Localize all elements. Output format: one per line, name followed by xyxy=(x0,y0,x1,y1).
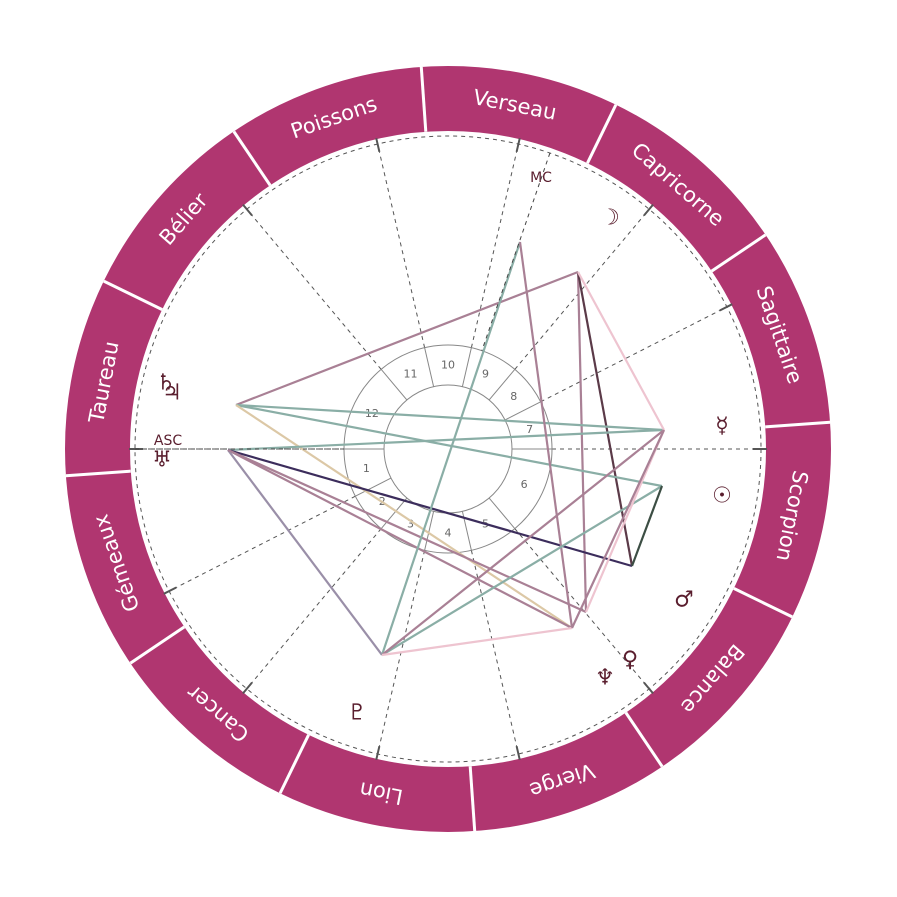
uranus-icon: ♅ xyxy=(152,448,172,473)
aspect-line xyxy=(235,404,573,629)
cusp-tick xyxy=(643,203,654,216)
cusp-tick xyxy=(643,682,654,695)
cusp-tick xyxy=(515,745,521,761)
house-cusp xyxy=(470,143,519,348)
cusp-tick xyxy=(515,137,521,153)
house-number: 4 xyxy=(445,527,452,540)
sign-divider xyxy=(586,104,618,164)
neptune-icon: ♆ xyxy=(595,666,615,691)
house-cusp xyxy=(377,143,426,348)
mercury-icon: ☿ xyxy=(715,414,729,439)
house-divider xyxy=(424,347,435,387)
sign-divider xyxy=(710,233,767,273)
sign-divider xyxy=(419,66,428,132)
house-cusp xyxy=(470,550,519,755)
aspect-line xyxy=(381,626,573,657)
cusp-tick xyxy=(242,203,253,216)
chart-axes: ASCMC xyxy=(135,152,552,450)
aspect-line xyxy=(235,403,663,488)
aspect-line xyxy=(380,241,522,656)
sign-divider xyxy=(103,279,163,311)
aspect-line xyxy=(381,429,665,656)
planet-glyphs: ☽ ☿ ☉ ♂ ♀ ♆ ♇ ♅ ♃♄ xyxy=(152,206,732,726)
ascendant-label: ASC xyxy=(154,433,182,449)
sign-divider xyxy=(733,587,793,619)
cusp-tick xyxy=(375,137,381,153)
house-number: 7 xyxy=(526,423,533,436)
venus-icon: ♀ xyxy=(622,648,638,673)
sun-icon: ☉ xyxy=(712,484,732,509)
cusp-tick xyxy=(242,682,253,695)
cusp-tick xyxy=(163,586,177,595)
zodiac-band xyxy=(65,66,831,832)
aspect-line xyxy=(518,241,574,629)
house-number: 9 xyxy=(482,367,489,380)
aspect-line xyxy=(235,270,579,407)
sign-divider xyxy=(65,469,131,478)
aspect-lines xyxy=(227,241,666,657)
aspect-line xyxy=(227,448,587,614)
house-divider xyxy=(504,401,541,421)
moon-icon: ☽ xyxy=(600,206,620,231)
aspect-line xyxy=(381,485,663,656)
aspect-line xyxy=(630,485,664,567)
sign-divider xyxy=(278,734,310,794)
cusp-tick xyxy=(375,745,381,761)
zodiac-ring: VerseauCapricorneSagittaireScorpionBalan… xyxy=(65,66,831,832)
sign-divider xyxy=(232,130,272,187)
mars-icon: ♂ xyxy=(674,588,694,613)
house-inner-circle xyxy=(383,384,513,514)
jupiter-icon: ♃ xyxy=(162,381,182,406)
house-cusp xyxy=(246,528,382,690)
aspect-line xyxy=(227,449,383,656)
house-cusp xyxy=(540,306,728,403)
house-divider xyxy=(488,369,516,401)
aspect-line xyxy=(227,449,573,629)
midheaven-axis xyxy=(481,152,551,351)
sign-divider xyxy=(765,420,831,429)
cusp-tick xyxy=(719,303,733,312)
inner-house-circle: 123456789101112 xyxy=(343,344,553,554)
sign-divider xyxy=(468,766,477,832)
saturn-icon: ♄ xyxy=(156,371,176,396)
house-cusp xyxy=(168,495,356,592)
house-number: 11 xyxy=(404,367,418,380)
house-number: 10 xyxy=(441,359,455,372)
aspect-line xyxy=(227,428,665,452)
aspect-line xyxy=(576,271,588,613)
house-divider xyxy=(380,497,408,529)
house-number: 3 xyxy=(407,518,414,531)
house-divider xyxy=(424,511,435,551)
pluto-icon: ♇ xyxy=(347,701,367,726)
aspect-line xyxy=(235,403,665,432)
house-divider xyxy=(461,347,472,387)
house-cusp xyxy=(246,208,382,370)
house-divider xyxy=(488,497,516,529)
sign-divider xyxy=(129,625,186,665)
aspect-line xyxy=(577,271,665,431)
house-number: 8 xyxy=(510,390,517,403)
house-number: 6 xyxy=(521,478,528,491)
aspect-line xyxy=(571,429,665,629)
house-divider xyxy=(355,477,392,497)
house-number: 1 xyxy=(363,462,370,475)
sign-divider xyxy=(624,711,664,768)
house-divider xyxy=(380,369,408,401)
